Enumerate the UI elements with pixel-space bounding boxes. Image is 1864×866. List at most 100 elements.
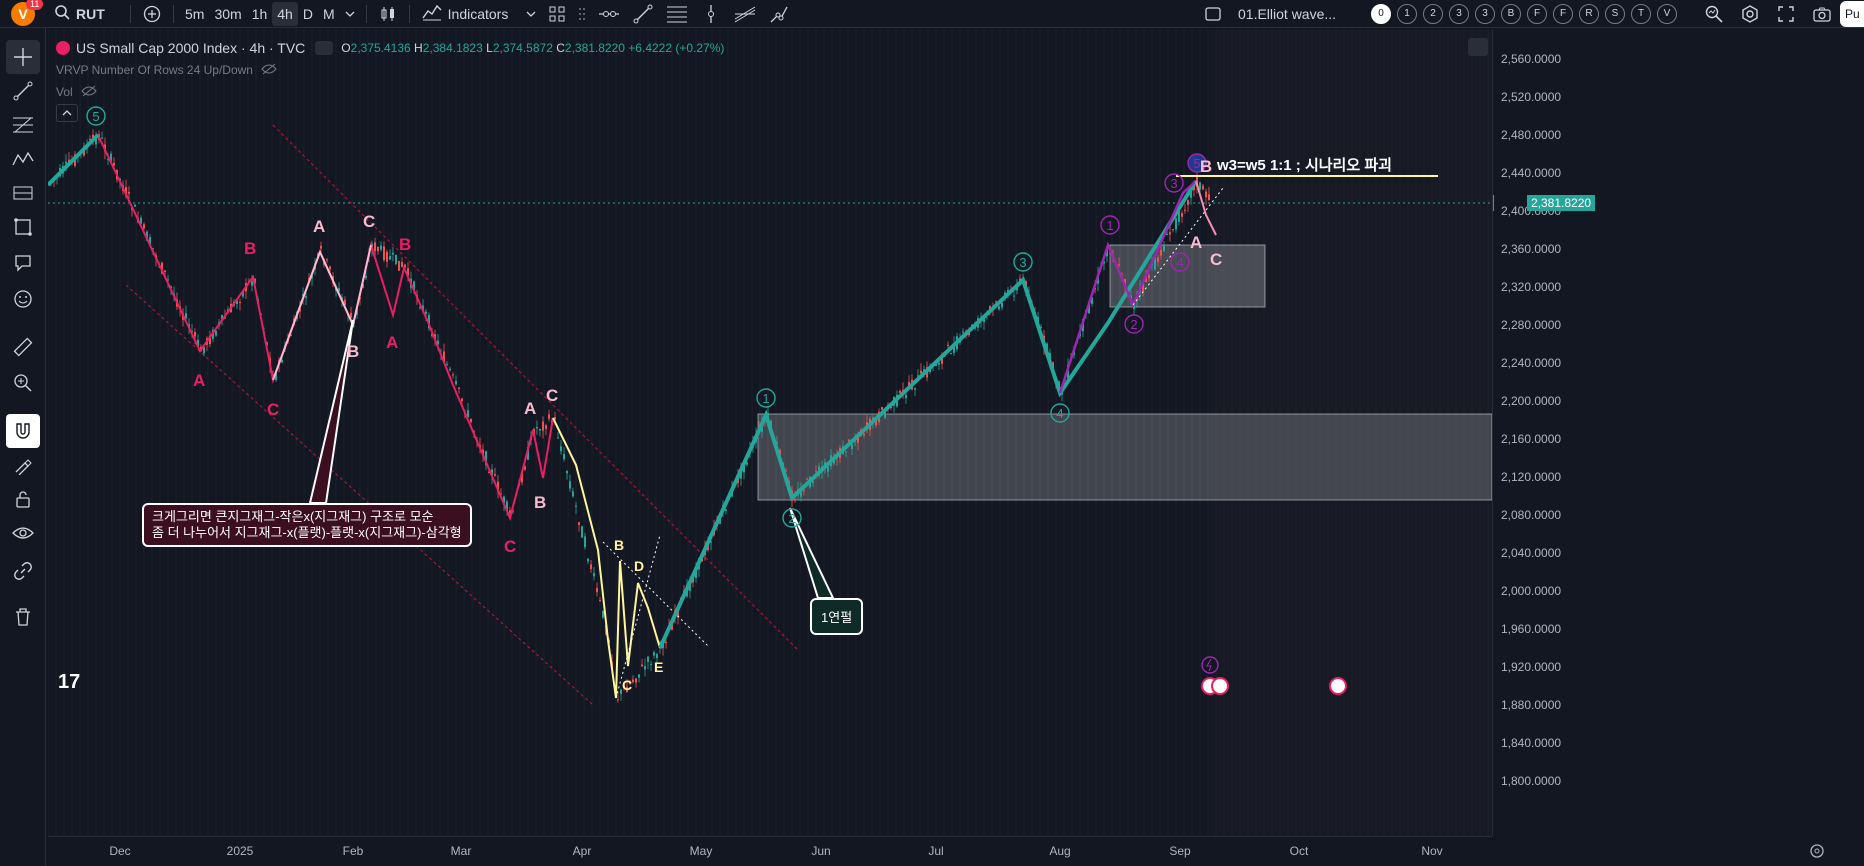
tf-5m[interactable]: 5m (185, 5, 205, 22)
time-label-feb: Feb (342, 844, 364, 858)
path-icon[interactable] (762, 1, 796, 27)
crosshair-icon[interactable] (6, 40, 40, 74)
volume-indicator-label[interactable]: Vol (56, 85, 73, 99)
price-label: 2,480.0000 (1501, 128, 1562, 142)
tv-logo-icon: 17 (58, 671, 80, 693)
axis-settings-icon[interactable] (1808, 842, 1826, 865)
wave-pink-line (48, 133, 554, 522)
price-axis[interactable]: 2,560.0000 2,520.0000 2,480.0000 2,440.0000… (1492, 30, 1864, 836)
fib-channel-icon[interactable] (728, 1, 762, 27)
tf-4h[interactable]: 4h (272, 1, 298, 26)
alert-icon[interactable] (1696, 1, 1732, 27)
degree-f[interactable]: F (1527, 3, 1547, 24)
trash-icon[interactable] (6, 600, 40, 634)
wave-label-ye: E (654, 659, 663, 675)
degree-t[interactable]: T (1631, 3, 1651, 24)
us-flag-icon-2 (1329, 677, 1347, 695)
wave-label-b3: B (399, 235, 411, 254)
degree-2[interactable]: 2 (1423, 3, 1443, 24)
collapse-legend-button[interactable] (56, 104, 78, 122)
time-label-sep: Sep (1169, 844, 1191, 858)
price-label: 1,920.0000 (1501, 660, 1562, 674)
eye-hidden-icon[interactable] (261, 63, 277, 78)
time-label-dec: Dec (109, 844, 131, 858)
degree-3b[interactable]: 3 (1475, 3, 1495, 24)
drag-handle-icon[interactable] (572, 1, 592, 27)
compare-add-icon[interactable] (137, 1, 167, 27)
chart-pane[interactable]: A B C B A C B A C A B C A C B D C E 5 1 (48, 30, 1492, 836)
tf-d[interactable]: D (302, 5, 313, 22)
fib-retracement-icon[interactable] (660, 1, 694, 27)
lock-icon[interactable] (6, 482, 40, 516)
legend-title[interactable]: US Small Cap 2000 Index · 4h · TVC (76, 40, 306, 56)
range-box-2 (1109, 244, 1266, 308)
time-label-oct: Oct (1289, 844, 1309, 858)
trend-line-icon[interactable] (626, 1, 660, 27)
shapes-tool-icon[interactable] (6, 210, 40, 244)
trend-line-tool-icon[interactable] (6, 74, 40, 108)
wave-circle-g4: 4 (1056, 406, 1063, 421)
wave-circle-g5: 5 (92, 109, 99, 124)
link-icon[interactable] (6, 554, 40, 588)
tf-m[interactable]: M (322, 5, 335, 22)
symbol-search[interactable]: RUT (46, 0, 124, 28)
annotation-callout-korean[interactable]: 크게그리면 큰지그재그-작은x(지그재그) 구조로 모순 좀 더 나누어서 지그… (142, 503, 472, 547)
degree-0[interactable]: 0 (1371, 3, 1391, 24)
wave-label-c5: C (1210, 250, 1222, 269)
wave-lightpink-line (272, 244, 372, 381)
chevron-down-icon[interactable] (340, 1, 360, 27)
indicators-button[interactable]: Indicators (416, 0, 543, 28)
settings-icon[interactable] (1732, 1, 1768, 27)
timeframe-group: 5m 30m 1h 4h D M (180, 0, 360, 28)
annotation-callout-1yr[interactable]: 1연펄 (810, 598, 864, 635)
fullscreen-icon[interactable] (1768, 1, 1804, 27)
time-axis[interactable]: Dec 2025 Feb Mar Apr May Jun Jul Aug Sep… (48, 836, 1492, 866)
camera-icon[interactable] (1804, 1, 1840, 27)
price-label: 1,880.0000 (1501, 698, 1562, 712)
degree-b[interactable]: B (1501, 3, 1521, 24)
tf-30m[interactable]: 30m (214, 5, 242, 22)
time-label-mar: Mar (450, 844, 472, 858)
price-label: 2,280.0000 (1501, 318, 1562, 332)
price-label: 2,240.0000 (1501, 356, 1562, 370)
degree-r[interactable]: R (1579, 3, 1599, 24)
degree-3[interactable]: 3 (1449, 3, 1469, 24)
price-chart[interactable]: A B C B A C B A C A B C A C B D C E 5 1 (48, 30, 1492, 836)
horizontal-line-icon[interactable] (592, 1, 626, 27)
zoom-in-icon[interactable] (6, 366, 40, 400)
templates-icon[interactable] (542, 1, 572, 27)
wave-label-yc: C (622, 677, 632, 693)
current-price-badge: 2,381.8220 (1527, 195, 1596, 211)
emoji-tool-icon[interactable] (6, 282, 40, 316)
price-label: 2,160.0000 (1501, 432, 1562, 446)
degree-v[interactable]: V (1657, 3, 1677, 24)
lock-drawing-icon[interactable] (6, 448, 40, 482)
scenario-label[interactable]: w3=w5 1:1 ; 시나리오 파괴 (1217, 157, 1392, 174)
text-tool-icon[interactable] (6, 246, 40, 280)
fib-tool-icon[interactable] (6, 108, 40, 142)
vrvp-indicator-label[interactable]: VRVP Number Of Rows 24 Up/Down (56, 63, 253, 77)
publish-button[interactable]: Pu (1840, 0, 1864, 27)
layout-square-icon[interactable] (1198, 1, 1228, 27)
wave-label-b2: B (347, 342, 359, 361)
eye-icon[interactable] (6, 516, 40, 550)
pattern-tool-icon[interactable] (6, 142, 40, 176)
degree-s[interactable]: S (1605, 3, 1625, 24)
degree-f2[interactable]: F (1553, 3, 1573, 24)
wave-circle-p1: 1 (1106, 218, 1113, 233)
wave-label-a2: A (313, 217, 325, 236)
symbol-price-tag: RUT (1493, 195, 1494, 211)
prediction-tool-icon[interactable] (6, 176, 40, 210)
ohlc-values: O2,375.4136 H2,384.1823 L2,374.5872 C2,3… (341, 41, 725, 55)
channel-line-upper (272, 124, 799, 651)
degree-1[interactable]: 1 (1397, 3, 1417, 24)
magnet-icon[interactable] (6, 414, 40, 448)
legend-collapse-icon[interactable] (315, 41, 334, 55)
layout-name[interactable]: 01.Elliot wave... (1238, 5, 1337, 22)
eye-hidden-icon[interactable] (81, 85, 97, 100)
wave-label-c2: C (363, 212, 375, 231)
vertical-line-icon[interactable] (694, 1, 728, 27)
tf-1h[interactable]: 1h (251, 5, 268, 22)
ruler-icon[interactable] (6, 330, 40, 364)
candles-icon[interactable] (373, 1, 403, 27)
